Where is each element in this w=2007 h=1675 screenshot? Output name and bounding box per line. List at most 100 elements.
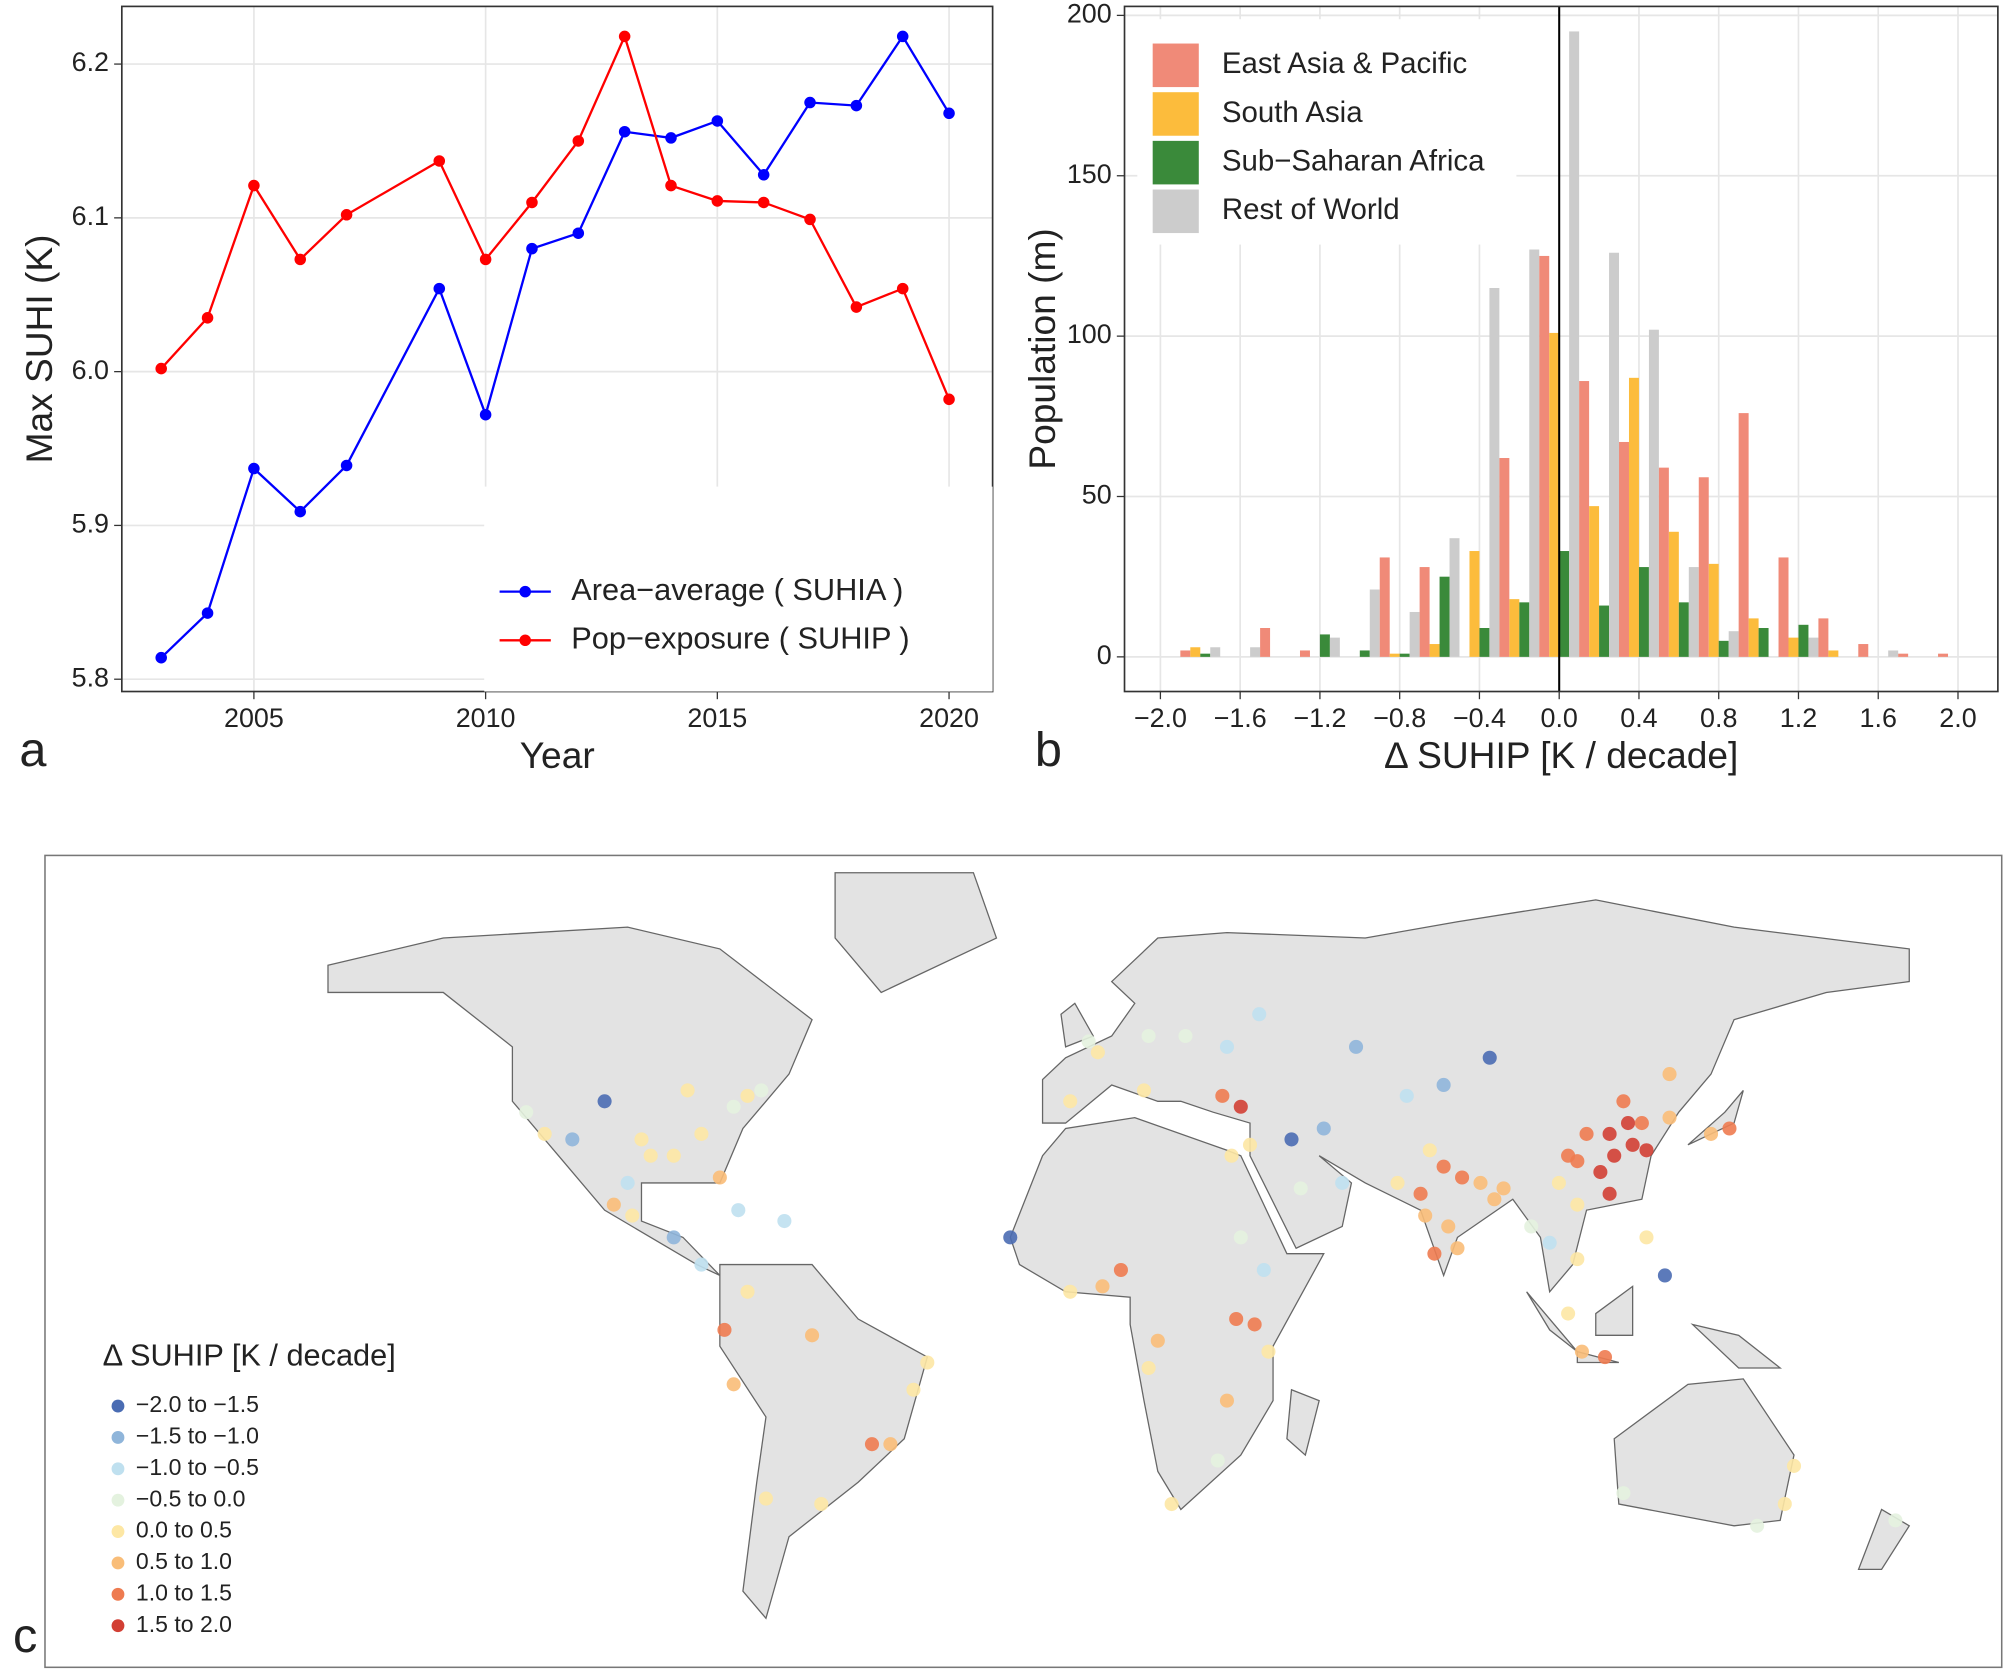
bar — [1778, 557, 1789, 657]
bar — [1319, 634, 1330, 657]
legend-dot — [111, 1587, 125, 1601]
data-point — [155, 651, 167, 664]
x-tick-label: 0.4 — [1620, 703, 1657, 733]
city-point — [1888, 1513, 1903, 1528]
city-point — [712, 1170, 727, 1185]
bar — [1648, 329, 1659, 657]
legend-label: 0.5 to 1.0 — [136, 1548, 232, 1574]
city-point — [1090, 1045, 1105, 1060]
bar — [1589, 506, 1600, 657]
bar — [1668, 531, 1679, 657]
bar — [1529, 249, 1540, 657]
x-tick-label: 2020 — [919, 703, 979, 733]
bar — [1688, 567, 1699, 657]
city-point — [1750, 1518, 1765, 1533]
city-point — [1210, 1453, 1225, 1468]
data-point — [711, 195, 724, 207]
legend-label: East Asia & Pacific — [1222, 47, 1467, 80]
data-point — [433, 282, 446, 295]
city-point — [1164, 1496, 1179, 1512]
bar — [1369, 589, 1380, 657]
legend-label: Rest of World — [1222, 193, 1400, 226]
city-point — [1496, 1181, 1511, 1196]
data-point — [618, 125, 631, 138]
legend-dot — [111, 1556, 125, 1570]
legend-dot — [111, 1462, 125, 1476]
city-point — [1256, 1262, 1271, 1278]
city-point — [1003, 1230, 1018, 1245]
city-point — [1081, 1034, 1096, 1049]
bar — [1250, 647, 1261, 657]
city-point — [1293, 1181, 1308, 1196]
data-point — [711, 115, 724, 127]
data-point — [943, 107, 955, 120]
legend-label: −1.5 to −1.0 — [136, 1423, 259, 1449]
city-point — [1777, 1496, 1792, 1512]
city-point — [883, 1437, 898, 1452]
bar — [1748, 618, 1759, 657]
land — [327, 926, 813, 1277]
bar — [1260, 628, 1271, 657]
bar — [1399, 653, 1410, 657]
city-point — [1436, 1159, 1451, 1174]
bar — [1519, 602, 1530, 657]
y-tick-label: 100 — [1067, 319, 1112, 349]
bar — [1599, 605, 1610, 657]
data-point — [155, 362, 167, 375]
city-point — [1786, 1458, 1802, 1473]
y-tick-label: 50 — [1082, 480, 1112, 510]
x-tick-label: 2015 — [687, 703, 747, 733]
data-point — [201, 607, 214, 619]
legend-label: Sub−Saharan Africa — [1222, 144, 1485, 177]
city-point — [634, 1132, 649, 1147]
legend-label: Pop−exposure ( SUHIP ) — [571, 620, 909, 655]
city-point — [1639, 1143, 1654, 1158]
land — [1009, 1116, 1325, 1511]
data-point — [340, 209, 353, 221]
land — [1613, 1378, 1795, 1527]
x-tick-label: 1.2 — [1780, 703, 1817, 733]
city-point — [1390, 1175, 1405, 1190]
city-point — [906, 1382, 921, 1397]
land — [1595, 1285, 1634, 1336]
legend-dot — [111, 1619, 125, 1633]
city-point — [643, 1148, 658, 1163]
bar — [1190, 647, 1201, 657]
bar — [1549, 332, 1560, 657]
bar — [1658, 467, 1669, 657]
bar — [1299, 650, 1310, 657]
bar — [1609, 252, 1620, 657]
data-point — [572, 227, 585, 239]
city-point — [1215, 1088, 1230, 1103]
city-point — [726, 1377, 741, 1392]
city-point — [1219, 1393, 1235, 1408]
y-tick-label: 0 — [1097, 640, 1112, 670]
city-point — [1487, 1192, 1502, 1207]
bar — [1489, 288, 1500, 657]
city-point — [1593, 1165, 1608, 1180]
legend-label: Area−average ( SUHIA ) — [571, 572, 903, 607]
y-tick-label: 5.8 — [72, 662, 109, 692]
bar — [1738, 413, 1749, 657]
city-point — [565, 1132, 580, 1147]
y-tick-label: 6.1 — [72, 201, 109, 231]
city-point — [1482, 1050, 1497, 1065]
bar — [1569, 31, 1580, 657]
legend-label: 1.5 to 2.0 — [136, 1611, 232, 1637]
x-axis-title: Year — [520, 734, 595, 776]
city-point — [1561, 1306, 1576, 1321]
x-tick-label: −0.4 — [1453, 703, 1506, 733]
city-point — [1570, 1197, 1585, 1212]
bar — [1180, 650, 1191, 657]
bar — [1619, 441, 1629, 657]
city-point — [694, 1126, 709, 1141]
city-point — [1399, 1088, 1414, 1103]
data-point — [804, 96, 816, 109]
city-point — [1597, 1350, 1613, 1365]
bar — [1818, 618, 1829, 657]
bar — [1938, 653, 1949, 657]
x-tick-label: −0.8 — [1373, 703, 1426, 733]
land — [719, 1263, 929, 1620]
bar — [1698, 477, 1709, 657]
